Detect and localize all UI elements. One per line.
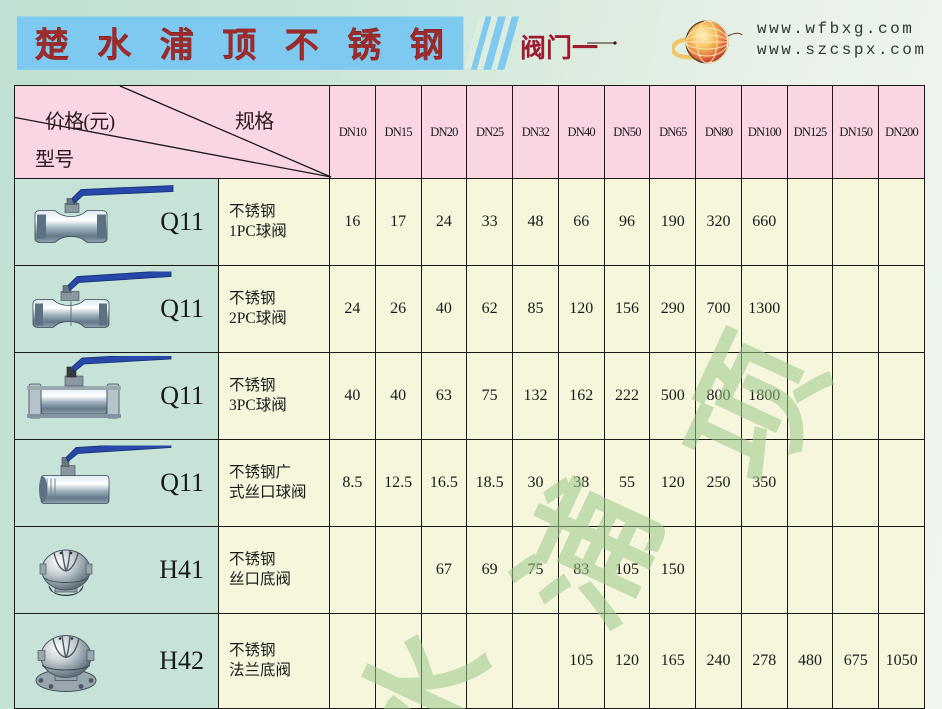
svg-text:水: 水 (329, 605, 523, 709)
svg-text:浦: 浦 (494, 461, 688, 647)
svg-text:项: 项 (659, 316, 853, 502)
